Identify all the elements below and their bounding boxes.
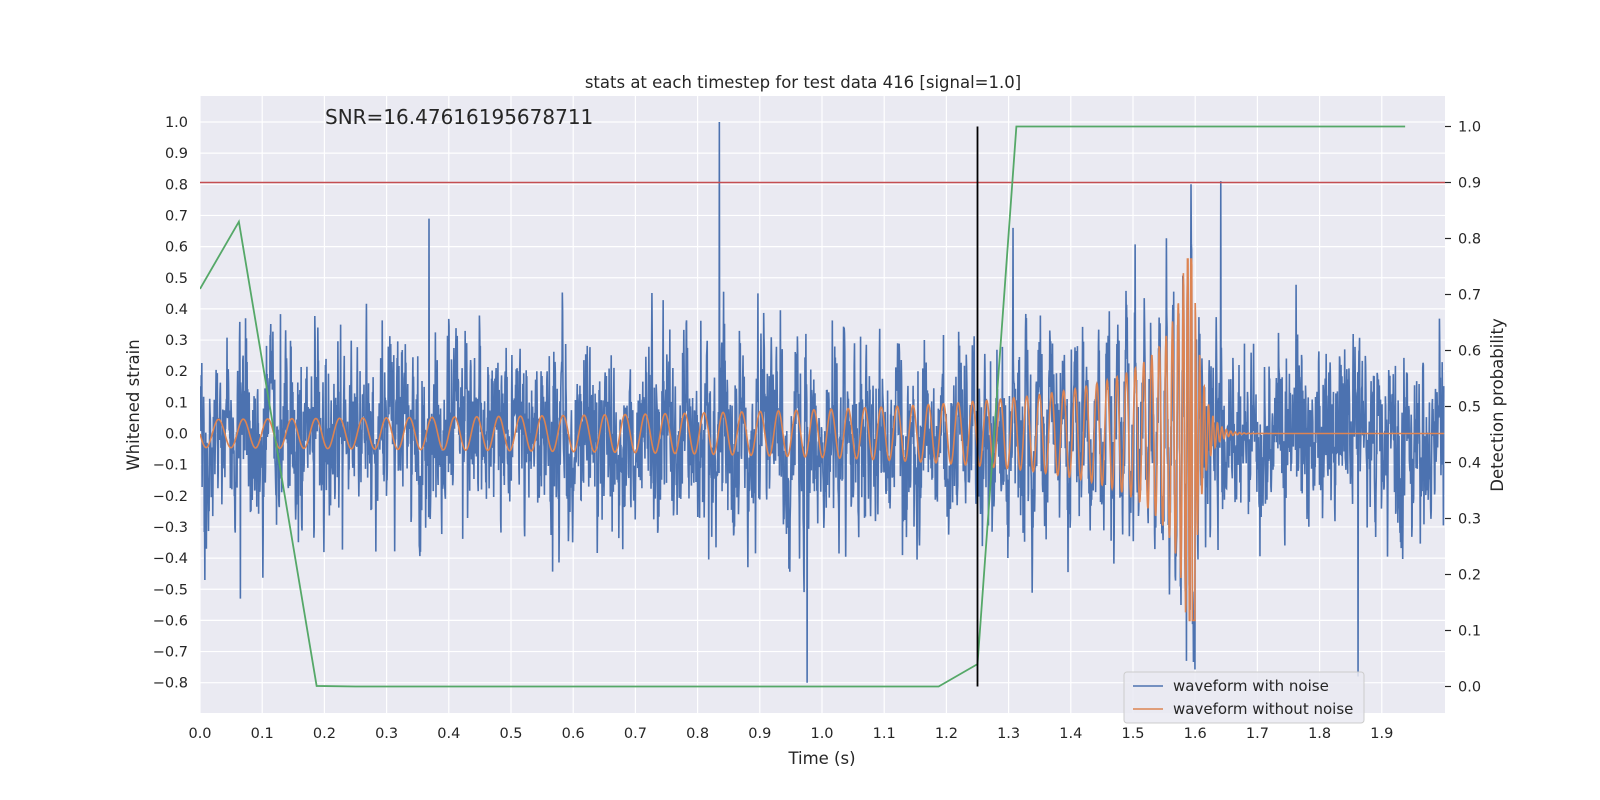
y2-tick-label: 0.1 bbox=[1458, 624, 1481, 640]
y2-tick-label: 0.3 bbox=[1458, 512, 1481, 528]
x-tick-label: 0.2 bbox=[313, 726, 336, 742]
x-tick-label: 1.5 bbox=[1121, 726, 1144, 742]
legend: waveform with noise waveform without noi… bbox=[1123, 671, 1365, 724]
y2-tick-label: 0.4 bbox=[1458, 456, 1481, 472]
y-tick-label: 0.9 bbox=[165, 146, 188, 162]
y-tick-label: −0.7 bbox=[153, 645, 188, 661]
x-tick-label: 0.5 bbox=[499, 726, 522, 742]
y2-tick-label: 1.0 bbox=[1458, 120, 1481, 136]
legend-box bbox=[1123, 671, 1365, 724]
x-tick-label: 1.1 bbox=[873, 726, 896, 742]
y2-tick-label: 0.5 bbox=[1458, 400, 1481, 416]
x-tick-label: 1.7 bbox=[1246, 726, 1269, 742]
legend-label-waveform-without-noise: waveform without noise bbox=[1173, 700, 1353, 718]
y-tick-label: −0.5 bbox=[153, 582, 188, 598]
y2-tick-label: 0.7 bbox=[1458, 288, 1481, 304]
y2-tick-label: 0.6 bbox=[1458, 344, 1481, 360]
x-tick-label: 0.4 bbox=[437, 726, 460, 742]
y2-tick-label: 0.8 bbox=[1458, 232, 1481, 248]
y-tick-label: 0.8 bbox=[165, 177, 188, 193]
y-tick-label: 0.7 bbox=[165, 208, 188, 224]
chart-title: stats at each timestep for test data 416… bbox=[585, 73, 1021, 92]
x-tick-label: 1.8 bbox=[1308, 726, 1331, 742]
x-tick-label: 0.8 bbox=[686, 726, 709, 742]
x-tick-label: 0.0 bbox=[188, 726, 211, 742]
y-axis-label: Whitened strain bbox=[124, 339, 143, 470]
y-tick-label: 0.0 bbox=[165, 427, 188, 443]
series-line-detection-probability bbox=[200, 125, 1406, 688]
y-tick-label: −0.1 bbox=[153, 458, 188, 474]
series-line-waveform-without-noise bbox=[200, 258, 1444, 622]
x-tick-label: 1.9 bbox=[1370, 726, 1393, 742]
y-tick-label: 0.5 bbox=[165, 271, 188, 287]
x-tick-label: 0.1 bbox=[251, 726, 274, 742]
y-tick-label: −0.3 bbox=[153, 520, 188, 536]
legend-label-waveform-with-noise: waveform with noise bbox=[1173, 677, 1329, 695]
y-tick-label: −0.4 bbox=[153, 551, 188, 567]
x-tick-label: 1.3 bbox=[997, 726, 1020, 742]
y-tick-label: −0.2 bbox=[153, 489, 188, 505]
y2-tick-label: 0.9 bbox=[1458, 176, 1481, 192]
x-tick-label: 1.0 bbox=[810, 726, 833, 742]
series-line-waveform-with-noise bbox=[200, 121, 1445, 683]
y-axis-left: 1.0 0.9 0.8 0.7 0.6 0.5 0.4 0.3 0.2 0.1 0.0 −0.1 −0.… bbox=[153, 115, 188, 692]
y-tick-label: 0.6 bbox=[165, 240, 188, 256]
y2-axis-label: Detection probability bbox=[1488, 318, 1507, 492]
x-tick-label: 0.9 bbox=[748, 726, 771, 742]
y-tick-label: 0.2 bbox=[165, 364, 188, 380]
y-tick-label: 0.1 bbox=[165, 395, 188, 411]
y-tick-label: −0.6 bbox=[153, 613, 188, 629]
y-tick-label: 0.3 bbox=[165, 333, 188, 349]
x-tick-label: 1.4 bbox=[1059, 726, 1082, 742]
x-axis-label: Time (s) bbox=[787, 749, 855, 768]
y-tick-label: 1.0 bbox=[165, 115, 188, 131]
x-axis: 0.0 0.1 0.2 0.3 0.4 0.5 0.6 0.7 0.8 0.9 1.0 1.1 1.2 1… bbox=[188, 726, 1393, 742]
y-tick-label: 0.4 bbox=[165, 302, 188, 318]
y-tick-label: −0.8 bbox=[153, 676, 188, 692]
y-axis-right: 1.0 0.9 0.8 0.7 0.6 0.5 0.4 0.3 0.2 0.1 0.0 bbox=[1445, 120, 1481, 696]
y2-tick-label: 0.2 bbox=[1458, 568, 1481, 584]
x-tick-label: 0.3 bbox=[375, 726, 398, 742]
x-tick-label: 0.7 bbox=[624, 726, 647, 742]
y2-tick-label: 0.0 bbox=[1458, 680, 1481, 696]
x-tick-label: 1.2 bbox=[935, 726, 958, 742]
x-tick-label: 1.6 bbox=[1184, 726, 1207, 742]
snr-annotation: SNR=16.47616195678711 bbox=[325, 105, 593, 129]
x-tick-label: 0.6 bbox=[562, 726, 585, 742]
